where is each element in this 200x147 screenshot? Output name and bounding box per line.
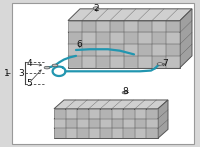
Polygon shape xyxy=(54,100,168,109)
Bar xyxy=(101,129,111,138)
Text: 1: 1 xyxy=(4,69,10,78)
Bar xyxy=(101,119,111,128)
Bar xyxy=(124,21,138,32)
Text: 5: 5 xyxy=(26,78,32,88)
Bar xyxy=(54,129,65,138)
Bar xyxy=(66,119,77,128)
Bar xyxy=(96,44,110,56)
Ellipse shape xyxy=(157,63,163,65)
Bar xyxy=(138,56,152,67)
Bar xyxy=(66,109,77,118)
Polygon shape xyxy=(158,100,168,138)
Bar xyxy=(66,129,77,138)
Bar xyxy=(82,33,96,44)
Bar xyxy=(68,44,82,56)
Bar xyxy=(96,33,110,44)
Bar xyxy=(124,109,134,118)
Bar xyxy=(82,56,96,67)
Bar xyxy=(112,109,123,118)
Bar xyxy=(147,129,158,138)
Bar xyxy=(152,44,166,56)
Bar xyxy=(138,44,152,56)
Bar xyxy=(112,119,123,128)
Bar xyxy=(135,129,146,138)
Bar xyxy=(166,33,180,44)
Bar xyxy=(78,109,88,118)
Bar xyxy=(124,33,138,44)
Bar xyxy=(138,33,152,44)
Bar xyxy=(135,109,146,118)
Text: 7: 7 xyxy=(162,59,168,69)
Text: 6: 6 xyxy=(76,40,82,49)
Bar xyxy=(89,119,100,128)
Bar xyxy=(54,109,65,118)
Bar xyxy=(152,21,166,32)
Bar xyxy=(89,129,100,138)
Bar xyxy=(54,119,65,128)
Bar xyxy=(147,109,158,118)
Polygon shape xyxy=(54,109,158,138)
Ellipse shape xyxy=(52,64,58,67)
Polygon shape xyxy=(180,9,192,68)
Bar xyxy=(124,119,134,128)
Ellipse shape xyxy=(122,91,128,94)
Bar xyxy=(68,33,82,44)
Bar xyxy=(152,33,166,44)
Bar xyxy=(166,21,180,32)
Bar xyxy=(82,21,96,32)
Bar xyxy=(166,44,180,56)
Text: 2: 2 xyxy=(93,4,99,13)
Text: 4: 4 xyxy=(26,59,32,69)
Bar xyxy=(110,33,124,44)
Bar xyxy=(78,129,88,138)
Bar xyxy=(166,56,180,67)
Bar xyxy=(152,56,166,67)
Bar xyxy=(78,119,88,128)
Bar xyxy=(89,109,100,118)
Bar xyxy=(135,119,146,128)
Bar xyxy=(68,21,82,32)
Bar xyxy=(138,21,152,32)
Text: 3: 3 xyxy=(18,69,24,78)
Polygon shape xyxy=(68,9,192,21)
Ellipse shape xyxy=(44,66,50,69)
Bar xyxy=(147,119,158,128)
Bar xyxy=(82,44,96,56)
Polygon shape xyxy=(68,21,180,68)
Ellipse shape xyxy=(93,7,99,9)
Bar xyxy=(112,129,123,138)
Bar xyxy=(68,56,82,67)
Bar xyxy=(101,109,111,118)
Bar xyxy=(96,56,110,67)
Bar xyxy=(124,44,138,56)
Bar xyxy=(96,21,110,32)
Bar xyxy=(124,56,138,67)
Bar xyxy=(124,129,134,138)
Bar xyxy=(110,56,124,67)
Text: 8: 8 xyxy=(122,87,128,96)
Bar xyxy=(110,21,124,32)
Bar xyxy=(110,44,124,56)
